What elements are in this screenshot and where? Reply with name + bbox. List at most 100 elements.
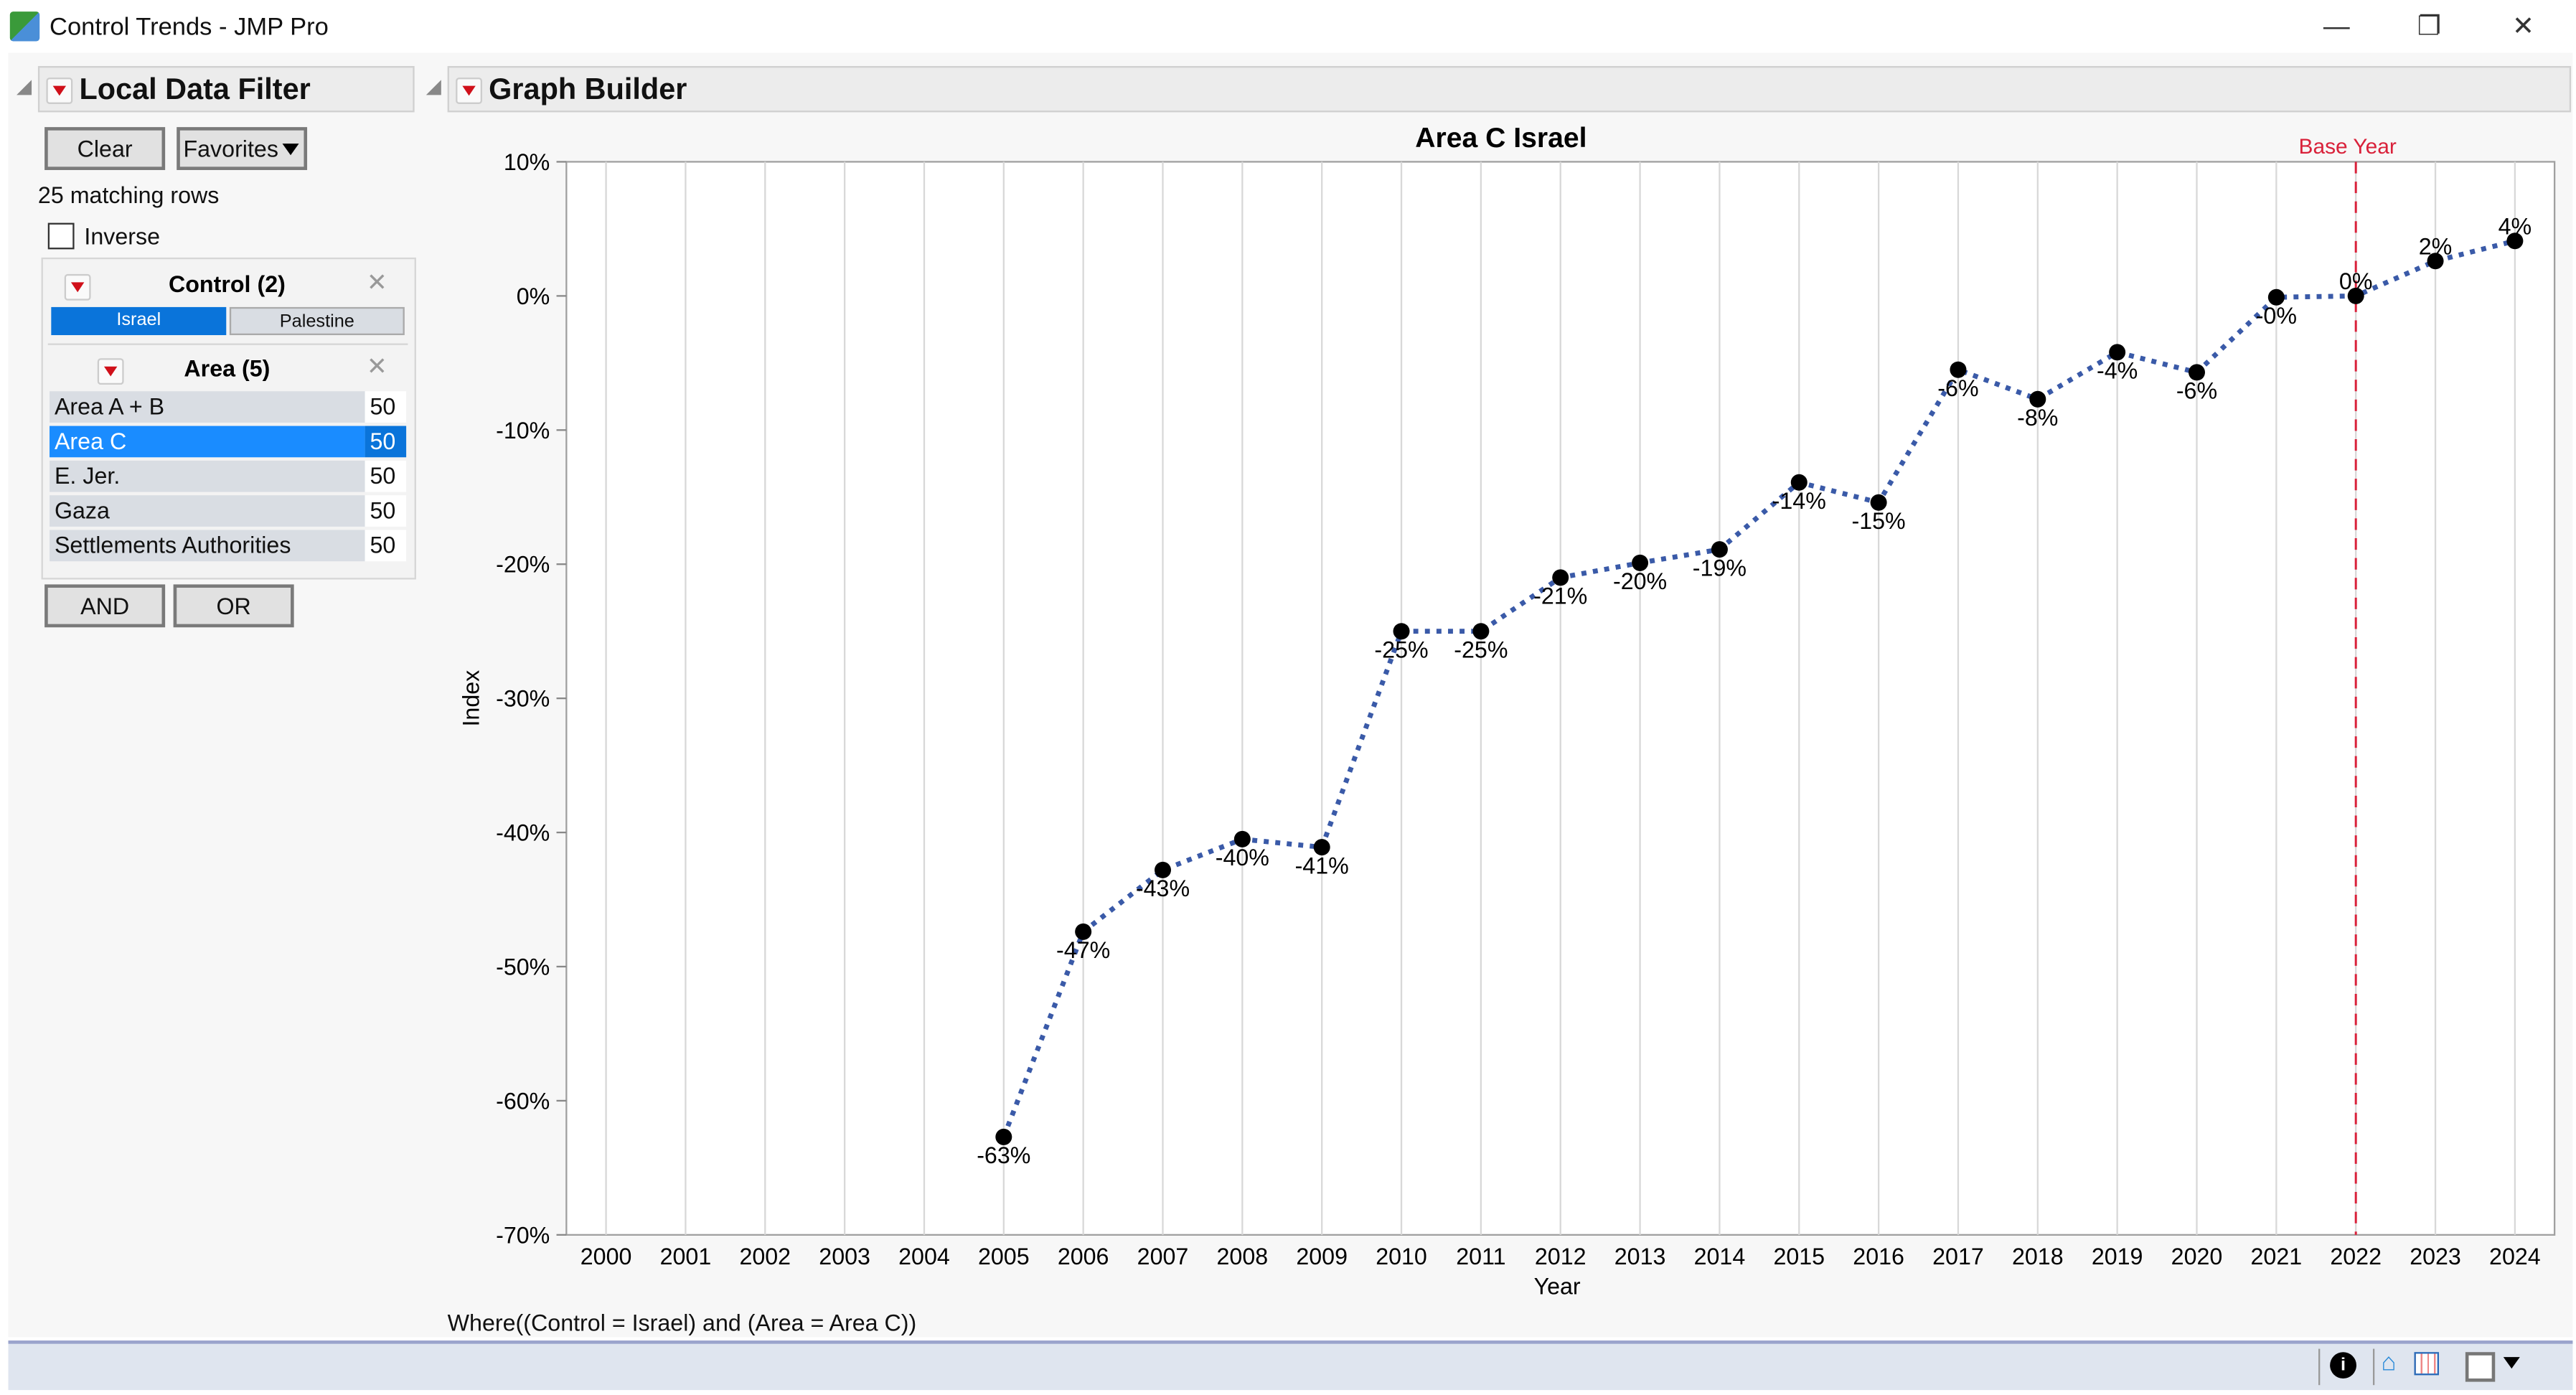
graph-menu-icon[interactable] [456, 78, 482, 105]
data-label: -20% [1613, 568, 1667, 594]
x-tick-label: 2011 [1456, 1244, 1505, 1269]
y-tick-label: -60% [496, 1088, 550, 1114]
data-label: -43% [1136, 875, 1190, 901]
data-point [1950, 361, 1967, 378]
x-tick-label: 2017 [1932, 1244, 1984, 1269]
data-label: 4% [2499, 214, 2532, 240]
data-point [1075, 923, 1092, 940]
red-triangle-menu-icon[interactable] [46, 78, 73, 105]
data-point [1154, 861, 1172, 878]
title-bar: Control Trends - JMP Pro — ❐ ✕ [0, 0, 2576, 53]
area-item-label: E. Jer. [50, 460, 365, 492]
data-label: -15% [1852, 508, 1906, 534]
y-tick-label: -10% [496, 418, 550, 443]
status-bar: i ⌂ [8, 1340, 2573, 1391]
data-label: -6% [2176, 378, 2217, 404]
x-tick-label: 2002 [739, 1244, 791, 1269]
data-point [1233, 830, 1251, 847]
x-tick-label: 2008 [1217, 1244, 1269, 1269]
data-point [2506, 232, 2524, 250]
x-tick-label: 2015 [1773, 1244, 1825, 1269]
area-item[interactable]: Area A + B 50 [50, 391, 407, 423]
x-tick-label: 2020 [2171, 1244, 2223, 1269]
inverse-checkbox[interactable] [47, 222, 75, 250]
divider [47, 343, 408, 345]
data-point [2029, 390, 2046, 408]
x-tick-label: 2010 [1376, 1244, 1427, 1269]
base-year-label: Base Year [2298, 135, 2396, 159]
remove-area-icon[interactable]: ✕ [366, 353, 387, 382]
data-label: -47% [1056, 937, 1110, 963]
x-tick-label: 2016 [1853, 1244, 1904, 1269]
restore-button[interactable]: ❐ [2417, 13, 2441, 42]
data-point [1790, 474, 1808, 491]
control-option-palestine[interactable]: Palestine [229, 306, 405, 336]
area-item[interactable]: E. Jer. 50 [50, 460, 407, 492]
area-filter-title: Area (5) [184, 354, 271, 382]
favorites-dropdown[interactable]: Favorites [177, 127, 308, 170]
area-item-label: Settlements Authorities [50, 530, 365, 562]
minimize-button[interactable]: — [2323, 13, 2350, 42]
area-item-label: Gaza [50, 495, 365, 527]
data-label: 2% [2419, 234, 2453, 260]
y-tick-label: -20% [496, 552, 550, 578]
data-point [995, 1128, 1012, 1145]
data-point [1870, 494, 1887, 511]
x-tick-label: 2003 [819, 1244, 870, 1269]
y-tick-label: -30% [496, 686, 550, 712]
chevron-down-icon [282, 144, 299, 156]
filter-title: Local Data Filter [79, 72, 311, 106]
x-tick-label: 2021 [2251, 1244, 2303, 1269]
y-tick-label: -50% [496, 954, 550, 980]
data-point [2347, 287, 2364, 304]
data-point [2109, 344, 2126, 361]
data-label: -4% [2097, 358, 2138, 384]
jmp-app-icon [9, 11, 40, 42]
disclosure-triangle-icon[interactable]: ◢ [17, 74, 32, 98]
x-tick-label: 2019 [2092, 1244, 2143, 1269]
clear-button[interactable]: Clear [44, 127, 166, 170]
data-point [2427, 253, 2444, 270]
area-item[interactable]: Settlements Authorities 50 [50, 530, 407, 562]
favorites-label: Favorites [183, 135, 278, 162]
control-option-israel[interactable]: Israel [51, 306, 227, 336]
y-tick-label: -40% [496, 820, 550, 846]
data-label: -19% [1693, 555, 1747, 581]
dropdown-icon[interactable] [2503, 1357, 2520, 1369]
data-label: -63% [977, 1142, 1030, 1168]
info-icon[interactable]: i [2330, 1352, 2356, 1379]
x-tick-label: 2000 [580, 1244, 632, 1269]
x-tick-label: 2005 [978, 1244, 1030, 1269]
and-button[interactable]: AND [44, 584, 166, 628]
y-tick-label: -70% [496, 1222, 550, 1248]
control-menu-icon[interactable] [64, 273, 91, 301]
graph-title: Graph Builder [489, 72, 687, 106]
graph-disclosure-icon[interactable]: ◢ [426, 74, 441, 98]
home-icon[interactable]: ⌂ [2381, 1348, 2397, 1377]
window-icon[interactable] [2465, 1352, 2496, 1382]
area-menu-icon[interactable] [98, 357, 125, 385]
series-line [1001, 238, 2516, 1138]
filter-header: Local Data Filter [37, 66, 415, 113]
x-tick-label: 2024 [2489, 1244, 2541, 1269]
x-tick-label: 2001 [660, 1244, 712, 1269]
data-point [2188, 364, 2206, 381]
data-label: -25% [1374, 637, 1428, 663]
area-item-label: Area A + B [50, 391, 365, 423]
area-item-count: 50 [365, 495, 407, 527]
data-label: 0% [2339, 268, 2373, 294]
area-item[interactable]: Area C 50 [50, 426, 407, 458]
area-item[interactable]: Gaza 50 [50, 495, 407, 527]
matching-rows: 25 matching rows [37, 182, 220, 208]
y-tick-label: 0% [517, 283, 550, 309]
or-button[interactable]: OR [173, 584, 294, 628]
x-tick-label: 2018 [2012, 1244, 2064, 1269]
data-point [1472, 623, 1490, 640]
data-table-icon[interactable] [2414, 1352, 2440, 1376]
window-title: Control Trends - JMP Pro [50, 13, 329, 42]
data-label: -41% [1295, 852, 1349, 878]
close-button[interactable]: ✕ [2511, 13, 2534, 42]
area-item-label: Area C [50, 426, 365, 458]
remove-control-icon[interactable]: ✕ [366, 268, 387, 298]
data-label: -14% [1772, 488, 1826, 514]
